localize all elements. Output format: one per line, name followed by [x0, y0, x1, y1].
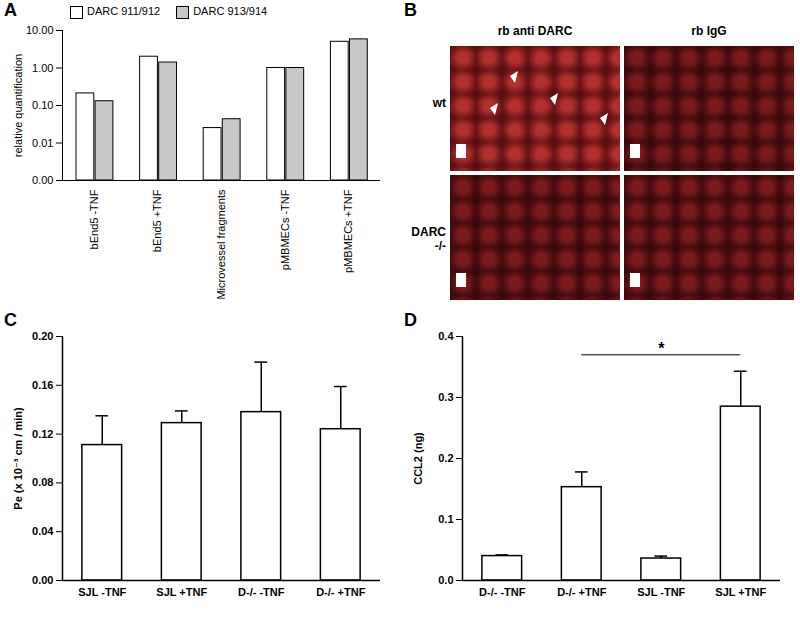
html-text:C: C: [4, 310, 17, 330]
html-text:D: D: [404, 310, 417, 330]
svg-text:D-/- -TNF: D-/- -TNF: [479, 586, 526, 598]
svg-text:10.00: 10.00: [26, 24, 54, 36]
svg-text:SJL +TNF: SJL +TNF: [715, 586, 766, 598]
svg-text:0.2: 0.2: [438, 452, 453, 464]
svg-text:pMBMECs -TNF: pMBMECs -TNF: [279, 189, 291, 270]
html-text:wt: wt: [432, 96, 446, 110]
html-text:B: B: [404, 0, 417, 20]
svg-text:0.1: 0.1: [438, 513, 453, 525]
svg-text:0.00: 0.00: [32, 574, 53, 586]
svg-text:SJL -TNF: SJL -TNF: [637, 586, 685, 598]
svg-text:pMBMECs +TNF: pMBMECs +TNF: [342, 189, 354, 273]
svg-text:0.00: 0.00: [32, 174, 53, 186]
svg-text:0.16: 0.16: [32, 379, 53, 391]
svg-text:D-/- +TNF: D-/- +TNF: [316, 586, 365, 598]
html-text:rb IgG: rb IgG: [691, 24, 727, 38]
svg-text:0.0: 0.0: [438, 574, 453, 586]
svg-text:SJL +TNF: SJL +TNF: [156, 586, 207, 598]
svg-text:0.01: 0.01: [32, 137, 53, 149]
svg-text:bEnd5 +TNF: bEnd5 +TNF: [151, 189, 163, 252]
svg-text:Microvessel fragments: Microvessel fragments: [215, 189, 227, 300]
svg-text:0.12: 0.12: [32, 428, 53, 440]
svg-text:Pe (x 10⁻³ cm / min): Pe (x 10⁻³ cm / min): [12, 407, 24, 510]
svg-text:0.10: 0.10: [32, 99, 53, 111]
html-text:DARC 911/912: DARC 911/912: [87, 5, 161, 18]
svg-text:D-/- -TNF: D-/- -TNF: [238, 586, 285, 598]
svg-text:SJL -TNF: SJL -TNF: [78, 586, 126, 598]
svg-text:0.04: 0.04: [32, 525, 54, 537]
html-text:DARC 913/914: DARC 913/914: [193, 5, 268, 18]
svg-text:0.4: 0.4: [438, 330, 454, 342]
svg-text:0.3: 0.3: [438, 391, 453, 403]
html-text:DARC -/-: DARC -/-: [411, 225, 446, 253]
html-text:rb anti DARC: rb anti DARC: [497, 24, 573, 38]
html-text:A: A: [4, 0, 17, 20]
svg-text:0.08: 0.08: [32, 476, 53, 488]
svg-text:*: *: [658, 340, 665, 357]
svg-text:bEnd5 -TNF: bEnd5 -TNF: [88, 189, 100, 249]
svg-text:0.20: 0.20: [32, 330, 53, 342]
svg-text:D-/- +TNF: D-/- +TNF: [557, 586, 606, 598]
svg-text:1.00: 1.00: [32, 62, 53, 74]
svg-text:CCL2 (ng): CCL2 (ng): [412, 432, 424, 485]
svg-text:relative quantification: relative quantification: [12, 54, 24, 157]
